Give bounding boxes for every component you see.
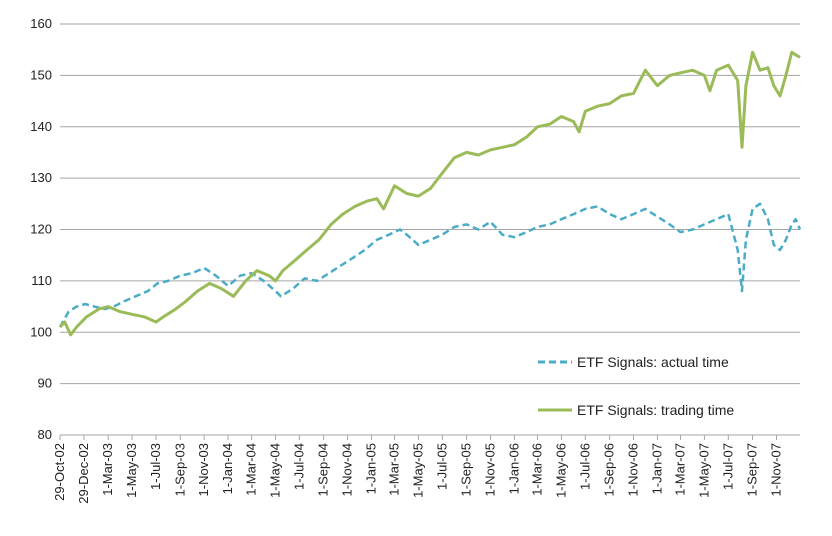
series-line-actual-time (58, 202, 802, 328)
x-tick-label: 1-Nov-06 (626, 443, 641, 496)
x-tick-label: 1-Jul-05 (434, 443, 449, 490)
x-tick-label: 1-May-06 (553, 443, 568, 498)
x-tick-label: 1-Nov-07 (768, 443, 783, 496)
x-tick-label: 1-Sep-04 (316, 443, 331, 496)
y-tick-label: 150 (30, 67, 52, 82)
x-tick-label: 1-Jul-04 (291, 443, 306, 490)
x-tick-label: 1-Mar-05 (387, 443, 402, 496)
x-tick-label: 1-May-03 (124, 443, 139, 498)
x-tick-label: 1-Nov-05 (483, 443, 498, 496)
x-tick-label: 1-Nov-04 (340, 443, 355, 496)
x-tick-label: 1-Sep-07 (745, 443, 760, 496)
x-tick-label: 1-Jul-03 (148, 443, 163, 490)
legend-label-0: ETF Signals: actual time (577, 354, 729, 370)
x-tick-label: 1-Mar-07 (673, 443, 688, 496)
x-tick-label: 1-May-05 (410, 443, 425, 498)
legend: ETF Signals: actual time ETF Signals: tra… (538, 354, 734, 418)
x-tick-label: 1-Jan-06 (506, 443, 521, 494)
x-tick-label: 1-Nov-03 (196, 443, 211, 496)
gridlines (60, 23, 800, 436)
x-tick-label: 29-Dec-02 (76, 443, 91, 504)
y-tick-label: 130 (30, 170, 52, 185)
series-lines (58, 50, 802, 337)
x-tick-label: 1-Jan-05 (363, 443, 378, 494)
x-tick-label: 1-Mar-03 (100, 443, 115, 496)
x-tick-label: 1-May-07 (696, 443, 711, 498)
x-tick-label: 1-Mar-04 (244, 443, 259, 496)
legend-label-1: ETF Signals: trading time (577, 402, 734, 418)
x-tick-label: 1-Sep-03 (172, 443, 187, 496)
y-tick-label: 90 (38, 376, 52, 391)
y-axis-tick-labels: 80 90 100 110 120 130 140 150 160 (30, 16, 52, 442)
y-tick-label: 80 (38, 427, 52, 442)
x-tick-label: 1-Sep-05 (459, 443, 474, 496)
x-tick-label: 1-Jul-06 (577, 443, 592, 490)
x-tick-label: 1-Jul-07 (720, 443, 735, 490)
y-tick-label: 120 (30, 222, 52, 237)
y-tick-label: 160 (30, 16, 52, 31)
x-tick-label: 1-Jan-04 (220, 443, 235, 494)
x-tick-label: 1-Sep-06 (602, 443, 617, 496)
x-tick-label: 1-Jan-07 (649, 443, 664, 494)
y-tick-label: 140 (30, 119, 52, 134)
x-tick-label: 29-Oct-02 (52, 443, 67, 501)
y-tick-label: 110 (31, 273, 52, 288)
x-axis-tick-labels: 29-Oct-02 29-Dec-02 1-Mar-03 1-May-03 1-Jul-… (52, 435, 783, 504)
x-tick-label: 1-May-04 (267, 443, 282, 498)
y-tick-label: 100 (30, 324, 52, 339)
series-line-trading-time (58, 50, 801, 337)
x-tick-label: 1-Mar-06 (530, 443, 545, 496)
